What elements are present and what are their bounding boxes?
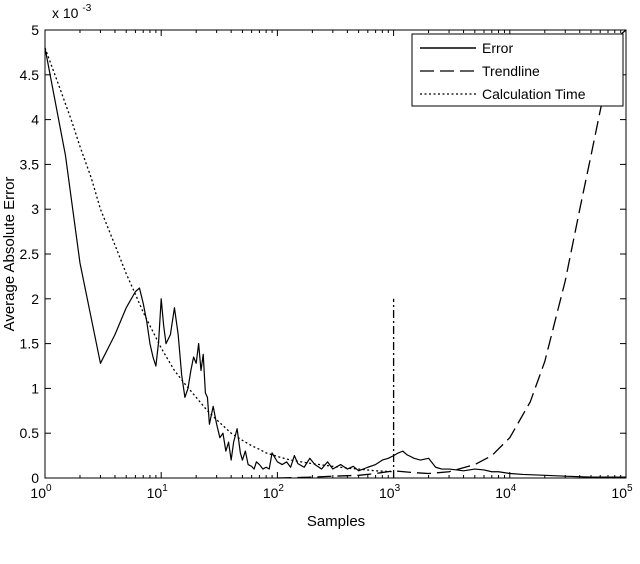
legend-label-calculation-time: Calculation Time — [482, 86, 586, 102]
y-tick-label: 1 — [31, 380, 39, 396]
y-tick-label: 4.5 — [20, 67, 40, 83]
y-axis-label: Average Absolute Error — [1, 177, 18, 332]
y-tick-label: 5 — [31, 22, 39, 38]
legend: Error Trendline Calculation Time — [411, 33, 624, 107]
y-tick-label: 1.5 — [20, 336, 40, 352]
y-multiplier-exponent: -3 — [82, 3, 91, 14]
x-tick-label: 104 — [495, 483, 517, 501]
x-tick-label: 105 — [611, 483, 633, 501]
y-tick-label: 3.5 — [20, 156, 40, 172]
x-tick-label: 100 — [30, 483, 52, 501]
y-tick-label: 3 — [31, 201, 39, 217]
x-tick-label: 101 — [147, 483, 169, 501]
y-tick-label: 4 — [31, 112, 39, 128]
y-tick-label: 0.5 — [20, 425, 40, 441]
y-multiplier-label: x 10 -3 — [52, 3, 92, 21]
x-axis-label: Samples — [307, 513, 365, 530]
series-line-error — [44, 47, 626, 478]
legend-label-error: Error — [482, 40, 513, 56]
tick-layer: 0 0.5 1 1.5 2 2.5 3 3.5 4 4.5 5 100 101 102 103 104 105 — [20, 22, 633, 501]
y-tick-label: 0 — [31, 470, 39, 486]
x-tick-label: 102 — [263, 483, 285, 501]
y-tick-label: 2.5 — [20, 246, 40, 262]
y-tick-label: 2 — [31, 291, 39, 307]
legend-label-trendline: Trendline — [482, 63, 540, 79]
x-tick-label: 103 — [379, 483, 401, 501]
y-multiplier-base: x 10 — [52, 5, 79, 21]
